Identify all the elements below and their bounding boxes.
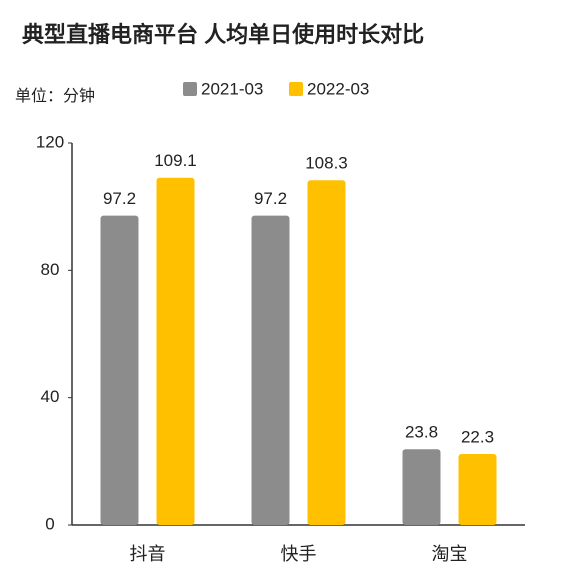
bar	[100, 215, 139, 525]
unit-label: 单位：分钟	[15, 87, 95, 105]
y-tick-label: 120	[36, 132, 64, 151]
value-label: 97.2	[254, 189, 287, 208]
y-tick-label: 80	[41, 260, 60, 279]
bar	[156, 177, 195, 525]
bar	[458, 454, 497, 525]
legend-swatch	[289, 82, 303, 96]
y-tick-label: 0	[45, 514, 54, 533]
bar	[402, 449, 441, 525]
x-tick-label: 抖音	[130, 544, 166, 564]
bar	[307, 180, 346, 525]
x-tick-label: 快手	[281, 544, 317, 564]
value-label: 109.1	[154, 151, 197, 170]
value-label: 108.3	[305, 154, 348, 173]
x-tick-label: 淘宝	[432, 544, 468, 564]
legend-swatch	[183, 82, 197, 96]
legend-label: 2021-03	[201, 79, 263, 98]
value-label: 97.2	[103, 189, 136, 208]
y-tick-label: 40	[41, 387, 60, 406]
value-label: 23.8	[405, 423, 438, 442]
chart-title: 典型直播电商平台 人均单日使用时长对比	[22, 22, 424, 47]
value-label: 22.3	[461, 427, 494, 446]
legend-label: 2022-03	[307, 79, 369, 98]
bar	[251, 215, 290, 525]
